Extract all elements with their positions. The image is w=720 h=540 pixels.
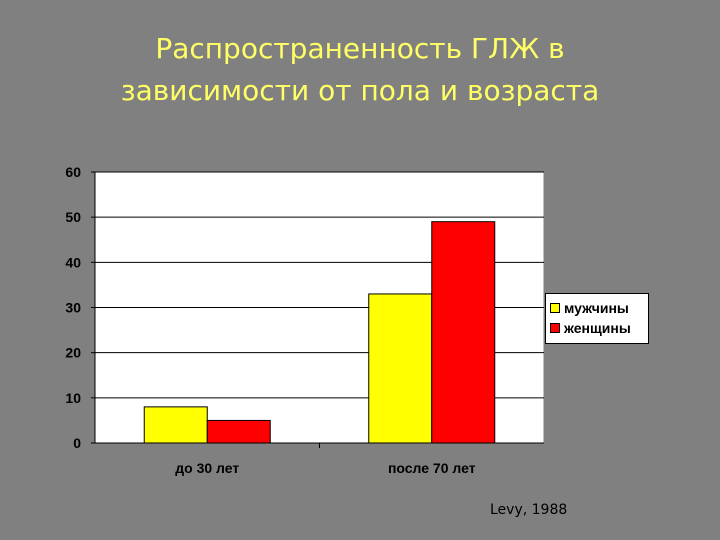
y-tick-label: 30 bbox=[65, 300, 81, 316]
title-line-2: зависимости от пола и возраста bbox=[120, 74, 600, 107]
legend-label-women: женщины bbox=[564, 320, 631, 336]
legend-label-men: мужчины bbox=[564, 300, 629, 316]
bar-women bbox=[431, 221, 496, 444]
bar-men bbox=[143, 406, 208, 444]
legend-item-men: мужчины bbox=[550, 298, 648, 318]
x-tick-label: до 30 лет bbox=[175, 460, 239, 476]
y-tick-label: 10 bbox=[65, 390, 81, 406]
chart-legend: мужчины женщины bbox=[545, 293, 649, 344]
legend-swatch-women bbox=[550, 323, 560, 333]
bar-chart: 0 10 20 30 40 50 60 до 30 лет после 70 лет bbox=[65, 164, 545, 476]
legend-swatch-men bbox=[550, 303, 560, 313]
y-tick-label: 50 bbox=[65, 209, 81, 225]
y-tick-label: 0 bbox=[73, 435, 81, 451]
bar-men bbox=[368, 293, 433, 444]
y-tick-label: 60 bbox=[65, 164, 81, 180]
legend-item-women: женщины bbox=[550, 318, 648, 338]
y-tick-label: 20 bbox=[65, 345, 81, 361]
source-citation: Levy, 1988 bbox=[490, 502, 568, 518]
x-tick-label: после 70 лет bbox=[388, 460, 476, 476]
title-line-1: Распространенность ГЛЖ в bbox=[155, 32, 565, 65]
bar-women bbox=[206, 419, 271, 444]
slide-title: Распространенность ГЛЖ в зависимости от … bbox=[60, 28, 660, 112]
y-tick-label: 40 bbox=[65, 254, 81, 270]
